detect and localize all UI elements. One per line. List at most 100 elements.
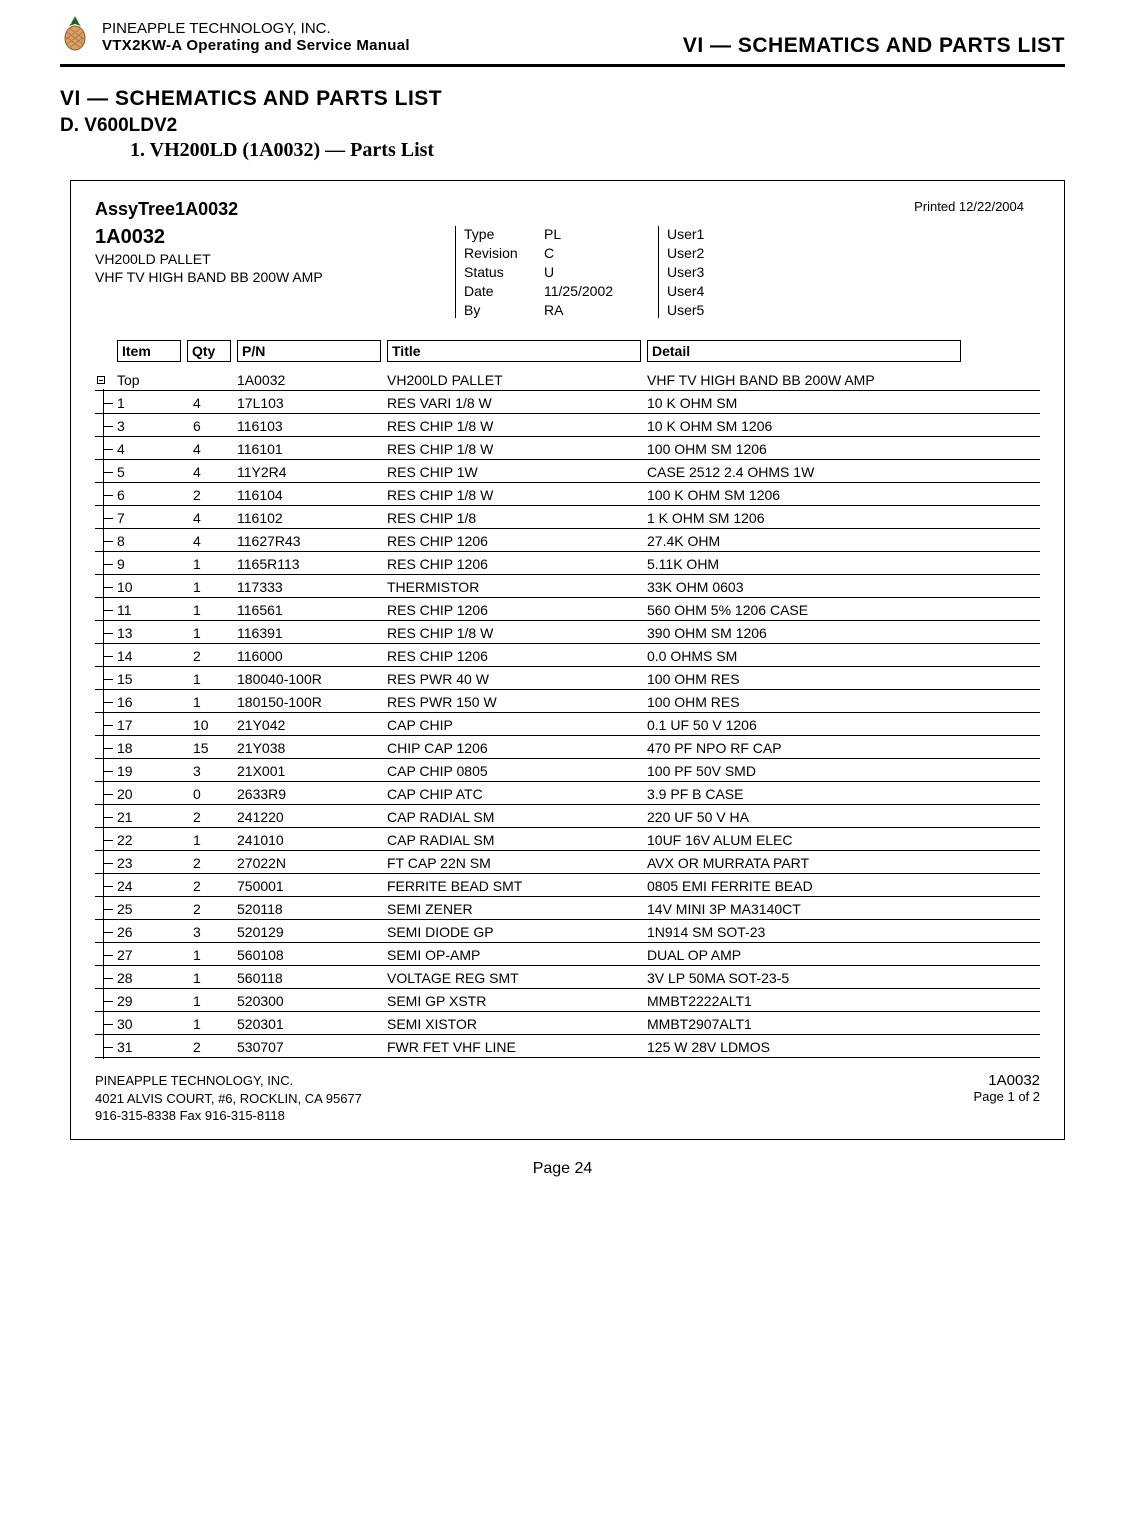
cell-pn: 116103: [237, 418, 387, 434]
cell-detail: VHF TV HIGH BAND BB 200W AMP: [647, 372, 967, 388]
tree-branch-icon: [95, 878, 117, 894]
cell-pn: 21X001: [237, 763, 387, 779]
table-row: 1417L103RES VARI 1/8 W10 K OHM SM: [95, 391, 1040, 414]
tree-branch-icon: [95, 809, 117, 825]
cell-qty: 4: [187, 395, 237, 411]
cell-qty: 1: [187, 832, 237, 848]
table-row-top: Top 1A0032 VH200LD PALLET VHF TV HIGH BA…: [95, 368, 1040, 391]
cell-qty: 1: [187, 602, 237, 618]
cell-title: VOLTAGE REG SMT: [387, 970, 647, 986]
cell-title: RES PWR 150 W: [387, 694, 647, 710]
cell-pn: 116561: [237, 602, 387, 618]
cell-detail: 0805 EMI FERRITE BEAD: [647, 878, 967, 894]
cell-detail: 33K OHM 0603: [647, 579, 967, 595]
cell-detail: 560 OHM 5% 1206 CASE: [647, 602, 967, 618]
cell-pn: 520118: [237, 901, 387, 917]
tree-branch-icon: [95, 1039, 117, 1055]
cell-title: RES CHIP 1/8 W: [387, 625, 647, 641]
cell-pn: 11627R43: [237, 533, 387, 549]
cell-qty: 6: [187, 418, 237, 434]
cell-pn: 116391: [237, 625, 387, 641]
cell-qty: 4: [187, 533, 237, 549]
parts-list-heading: 1. VH200LD (1A0032) — Parts List: [130, 139, 1065, 162]
cell-title: RES CHIP 1206: [387, 602, 647, 618]
table-row: 221241010CAP RADIAL SM10UF 16V ALUM ELEC: [95, 828, 1040, 851]
cell-pn: 560108: [237, 947, 387, 963]
cell-item: 18: [117, 740, 187, 756]
section-title: VI — SCHEMATICS AND PARTS LIST: [60, 87, 1065, 111]
cell-title: SEMI GP XSTR: [387, 993, 647, 1009]
cell-detail: 3V LP 50MA SOT-23-5: [647, 970, 967, 986]
col-detail: Detail: [647, 340, 961, 362]
cell-qty: 2: [187, 878, 237, 894]
cell-detail: 220 UF 50 V HA: [647, 809, 967, 825]
tree-branch-icon: [95, 510, 117, 526]
cell-pn: 21Y042: [237, 717, 387, 733]
cell-pn: 241010: [237, 832, 387, 848]
user1: User1: [667, 226, 737, 242]
cell-qty: 3: [187, 924, 237, 940]
cell-item: 26: [117, 924, 187, 940]
cell-detail: 14V MINI 3P MA3140CT: [647, 901, 967, 917]
footer-left: PINEAPPLE TECHNOLOGY, INC. 4021 ALVIS CO…: [95, 1072, 362, 1125]
footer-page: Page 1 of 2: [974, 1089, 1041, 1104]
table-row: 312530707FWR FET VHF LINE125 W 28V LDMOS: [95, 1035, 1040, 1058]
meta-status-value: U: [544, 264, 654, 280]
col-item: Item: [117, 340, 181, 362]
cell-title: CAP RADIAL SM: [387, 809, 647, 825]
cell-qty: 15: [187, 740, 237, 756]
cell-title: RES VARI 1/8 W: [387, 395, 647, 411]
table-row: 23227022NFT CAP 22N SMAVX OR MURRATA PAR…: [95, 851, 1040, 874]
footer-right: 1A0032 Page 1 of 2: [974, 1072, 1041, 1125]
cell-detail: MMBT2907ALT1: [647, 1016, 967, 1032]
cell-item: 3: [117, 418, 187, 434]
cell-item: 5: [117, 464, 187, 480]
table-row: 8411627R43RES CHIP 120627.4K OHM: [95, 529, 1040, 552]
subsection-title: D. V600LDV2: [60, 115, 1065, 137]
table-row: 161180150-100RRES PWR 150 W100 OHM RES: [95, 690, 1040, 713]
tree-branch-icon: [95, 648, 117, 664]
cell-pn: 11Y2R4: [237, 464, 387, 480]
tree-branch-icon: [95, 625, 117, 641]
cell-pn: 17L103: [237, 395, 387, 411]
cell-detail: 390 OHM SM 1206: [647, 625, 967, 641]
table-row: 281560118VOLTAGE REG SMT3V LP 50MA SOT-2…: [95, 966, 1040, 989]
assy-desc: VHF TV HIGH BAND BB 200W AMP: [95, 269, 455, 285]
table-header: Item Qty P/N Title Detail: [117, 340, 1040, 362]
cell-qty: 3: [187, 763, 237, 779]
cell-item: 6: [117, 487, 187, 503]
tree-branch-icon: [95, 694, 117, 710]
cell-detail: DUAL OP AMP: [647, 947, 967, 963]
parts-list-box: AssyTree1A0032 Printed 12/22/2004 1A0032…: [70, 180, 1065, 1140]
col-qty: Qty: [187, 340, 231, 362]
section-title-right: VI — SCHEMATICS AND PARTS LIST: [683, 34, 1065, 58]
cell-pn: 21Y038: [237, 740, 387, 756]
cell-item: 22: [117, 832, 187, 848]
cell-item: 15: [117, 671, 187, 687]
table-row: 212241220CAP RADIAL SM220 UF 50 V HA: [95, 805, 1040, 828]
cell-qty: 1: [187, 993, 237, 1009]
tree-branch-icon: [95, 786, 117, 802]
cell-item: 31: [117, 1039, 187, 1055]
cell-item: 30: [117, 1016, 187, 1032]
table-row: 101117333THERMISTOR33K OHM 0603: [95, 575, 1040, 598]
tree-branch-icon: [95, 717, 117, 733]
pineapple-logo-icon: [60, 14, 90, 52]
cell-title: SEMI OP-AMP: [387, 947, 647, 963]
cell-item: 10: [117, 579, 187, 595]
cell-qty: 2: [187, 1039, 237, 1055]
cell-title: CAP RADIAL SM: [387, 832, 647, 848]
tree-branch-icon: [95, 418, 117, 434]
cell-pn: 520129: [237, 924, 387, 940]
tree-branch-icon: [95, 602, 117, 618]
cell-item: 1: [117, 395, 187, 411]
cell-pn: 750001: [237, 878, 387, 894]
tree-branch-icon: [95, 1016, 117, 1032]
cell-item: 21: [117, 809, 187, 825]
cell-title: CAP CHIP ATC: [387, 786, 647, 802]
cell-title: RES CHIP 1/8 W: [387, 487, 647, 503]
cell-detail: 100 OHM RES: [647, 694, 967, 710]
cell-title: SEMI DIODE GP: [387, 924, 647, 940]
cell-qty: 2: [187, 901, 237, 917]
cell-item: 29: [117, 993, 187, 1009]
